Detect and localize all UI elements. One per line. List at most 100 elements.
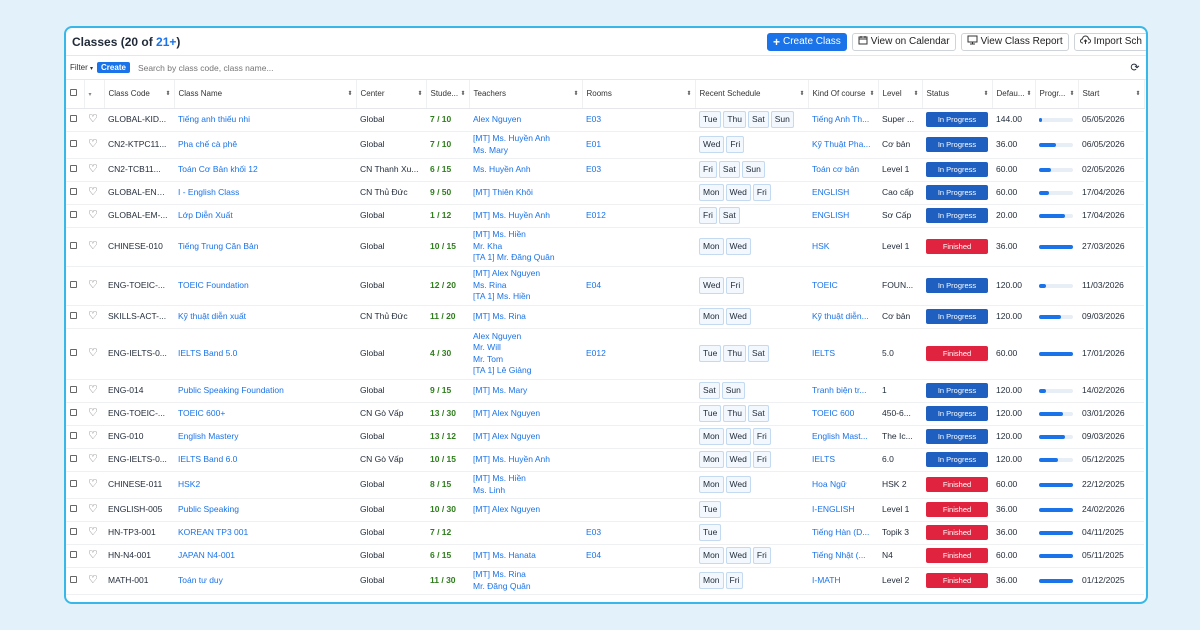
heart-icon[interactable]: ♡ (88, 346, 98, 359)
schedule-day-chip[interactable]: Wed (699, 135, 725, 154)
column-header[interactable]: Rooms ⬍ (582, 80, 696, 109)
sort-icon[interactable]: ⬍ (347, 91, 353, 97)
course-kind-link[interactable]: IELTS (808, 328, 878, 380)
table-row[interactable]: ♡ ENG-TOEIC-... TOEIC Foundation Global 12 /… (66, 266, 1144, 306)
schedule-day-chip[interactable]: Fri (726, 135, 745, 154)
import-schedule-button[interactable]: Import Sch (1073, 32, 1146, 51)
course-kind-link[interactable]: Tiếng Hàn (D... (808, 521, 878, 545)
room-link[interactable]: E04 (582, 266, 695, 306)
row-checkbox[interactable] (70, 550, 77, 558)
room-link[interactable]: E012 (582, 204, 695, 228)
schedule-day-chip[interactable]: Sun (770, 110, 794, 129)
sort-icon[interactable]: ⬍ (1069, 91, 1075, 97)
column-header[interactable]: Start ⬍ (1078, 80, 1145, 109)
row-checkbox[interactable] (70, 280, 77, 288)
heart-icon[interactable]: ♡ (88, 548, 98, 561)
class-name-link[interactable]: HSK2 (174, 471, 356, 499)
room-link[interactable] (582, 379, 695, 403)
class-name-link[interactable]: KOREAN TP3 001 (174, 521, 356, 545)
class-name-link[interactable]: Tiếng anh thiếu nhi (174, 108, 356, 132)
sort-icon[interactable]: ⬍ (460, 91, 466, 97)
teacher-link[interactable]: [MT] Alex Nguyen (473, 407, 541, 418)
create-class-button[interactable]: + Create Class (766, 32, 847, 51)
table-row[interactable]: ♡ ENG-IELTS-0... IELTS Band 6.0 CN Gò Vấp 10… (66, 448, 1144, 472)
teacher-link[interactable]: [MT] Alex Nguyen (473, 268, 541, 279)
course-kind-link[interactable]: Tranh biện tr... (808, 379, 878, 403)
schedule-day-chip[interactable]: Wed (725, 183, 751, 202)
teacher-link[interactable]: [MT] Alex Nguyen (473, 430, 541, 441)
heart-icon[interactable]: ♡ (88, 162, 98, 175)
schedule-day-chip[interactable]: Mon (699, 183, 724, 202)
schedule-day-chip[interactable]: Fri (752, 427, 771, 446)
view-calendar-button[interactable]: View on Calendar (851, 32, 956, 51)
row-checkbox[interactable] (70, 139, 77, 147)
table-row[interactable]: ♡ GLOBAL-EM-... Lớp Diễn Xuất Global 1 / 12 [… (66, 204, 1144, 228)
teacher-link[interactable]: [MT] Ms. Huyền Anh (473, 209, 550, 220)
schedule-day-chip[interactable]: Mon (699, 450, 724, 469)
class-name-link[interactable]: Toán Cơ Bản khối 12 (174, 158, 356, 182)
course-kind-link[interactable]: English Mast... (808, 425, 878, 449)
heart-icon[interactable]: ♡ (88, 383, 98, 396)
table-row[interactable]: ♡ CN2-TCB11... Toán Cơ Bản khối 12 CN Thanh… (66, 158, 1144, 182)
course-kind-link[interactable]: Toán cơ bản (808, 158, 878, 182)
row-checkbox[interactable] (70, 164, 77, 172)
schedule-day-chip[interactable]: Wed (725, 427, 751, 446)
column-header[interactable]: Teachers ⬍ (469, 80, 583, 109)
room-link[interactable]: E012 (582, 328, 695, 380)
column-header[interactable]: Level ⬍ (878, 80, 923, 109)
heart-icon[interactable]: ♡ (88, 278, 98, 291)
column-header[interactable]: Progr... ⬍ (1035, 80, 1079, 109)
course-kind-link[interactable]: Hoa Ngữ (808, 471, 878, 499)
class-name-link[interactable]: Public Speaking (174, 498, 356, 522)
room-link[interactable] (582, 181, 695, 205)
teacher-link[interactable]: [MT] Ms. Hanata (473, 549, 536, 560)
table-row[interactable]: ♡ ENG-014 Public Speaking Foundation Global… (66, 379, 1144, 403)
course-kind-link[interactable]: I-ENGLISH (808, 498, 878, 522)
teacher-link[interactable]: Mr. Đăng Quân (473, 580, 531, 591)
room-link[interactable]: E03 (582, 521, 695, 545)
class-name-link[interactable]: Public Speaking Foundation (174, 379, 356, 403)
row-checkbox[interactable] (70, 408, 77, 416)
teacher-link[interactable]: [TA 1] Mr. Đăng Quân (473, 252, 555, 263)
teacher-link[interactable]: Alex Nguyen (473, 113, 522, 124)
sort-icon[interactable]: ⬍ (1135, 91, 1141, 97)
room-link[interactable] (582, 402, 695, 426)
table-row[interactable]: ♡ ENG-IELTS-0... IELTS Band 5.0 Global 4 / 3… (66, 328, 1144, 380)
teacher-link[interactable]: [TA 1] Lê Giảng (473, 365, 532, 375)
heart-icon[interactable]: ♡ (88, 406, 98, 419)
schedule-day-chip[interactable]: Fri (752, 546, 771, 565)
row-checkbox[interactable] (70, 311, 77, 319)
room-link[interactable]: E03 (582, 108, 695, 132)
heart-icon[interactable]: ♡ (88, 502, 98, 515)
heart-icon[interactable]: ♡ (88, 477, 98, 490)
table-row[interactable]: ♡ ENG-TOEIC-... TOEIC 600+ CN Gò Vấp 13 / 30… (66, 402, 1144, 426)
row-checkbox[interactable] (70, 431, 77, 439)
schedule-day-chip[interactable]: Thu (723, 110, 746, 129)
row-checkbox[interactable] (70, 348, 77, 356)
sort-icon[interactable]: ⬍ (983, 91, 989, 97)
row-checkbox[interactable] (70, 385, 77, 393)
column-header[interactable]: Class Name ⬍ (174, 80, 357, 109)
schedule-day-chip[interactable]: Fri (699, 206, 717, 225)
heart-icon[interactable]: ♡ (88, 573, 98, 586)
schedule-day-chip[interactable]: Mon (699, 237, 724, 256)
teacher-link[interactable]: Ms. Rina (473, 279, 507, 290)
course-kind-link[interactable]: Kỹ thuật diễn... (808, 305, 878, 329)
schedule-day-chip[interactable]: Thu (723, 404, 746, 423)
table-row[interactable]: ♡ HN-TP3-001 KOREAN TP3 001 Global 7 / 12 E03… (66, 521, 1144, 545)
row-checkbox[interactable] (70, 527, 77, 535)
heart-icon[interactable]: ♡ (88, 137, 98, 150)
schedule-day-chip[interactable]: Tue (699, 500, 722, 519)
sort-icon[interactable]: ⬍ (165, 91, 171, 97)
sort-icon[interactable]: ⬍ (417, 91, 423, 97)
row-checkbox[interactable] (70, 210, 77, 218)
select-all-checkbox[interactable] (66, 80, 85, 109)
heart-icon[interactable]: ♡ (88, 309, 98, 322)
column-header[interactable]: Stude... ⬍ (426, 80, 470, 109)
schedule-day-chip[interactable]: Sun (741, 160, 765, 179)
room-link[interactable]: E04 (582, 544, 695, 568)
heart-icon[interactable]: ♡ (88, 525, 98, 538)
sort-icon[interactable]: ⬍ (1026, 91, 1032, 97)
schedule-day-chip[interactable]: Sat (718, 160, 740, 179)
row-checkbox[interactable] (70, 187, 77, 195)
